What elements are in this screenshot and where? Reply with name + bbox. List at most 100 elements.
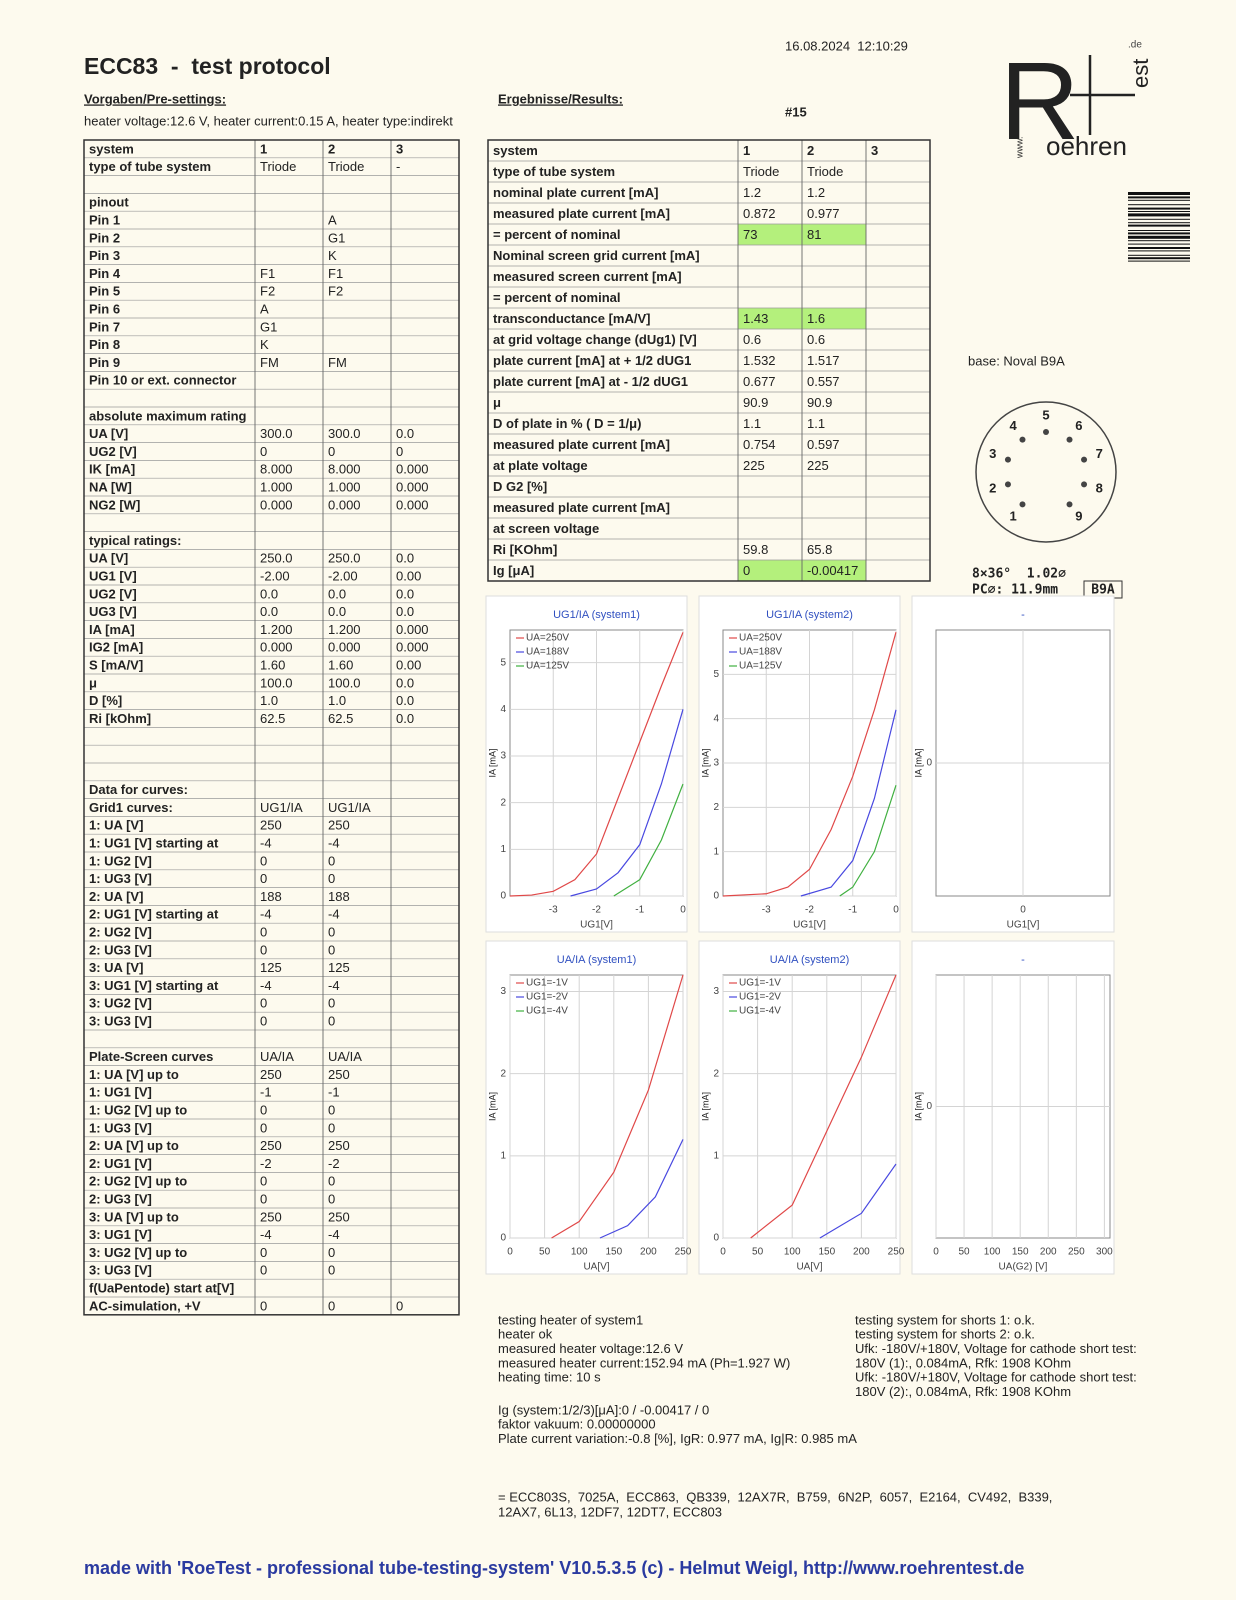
charts: UG1/IA (system1)UG1[V]IA [mA]-3 -2 -1 00123… [485, 595, 1115, 1275]
cell-value: 1.000 [328, 480, 361, 495]
pin-dot [1066, 436, 1073, 443]
cell-value: 0 [328, 996, 335, 1011]
cell-value: 0 [743, 563, 750, 578]
legend-label: UG1=-4V [739, 1006, 781, 1017]
cell-value: 90.9 [743, 395, 768, 410]
row-label: at grid voltage change (dUg1) [V] [493, 332, 697, 347]
legend-label: UA=125V [739, 661, 782, 672]
note-line: = ECC803S, 7025A, ECC863, QB339, 12AX7R,… [498, 1489, 1052, 1504]
cell-value: 0 [396, 1298, 403, 1313]
x-tick-label: 100 [571, 1247, 588, 1258]
row-label: 2: UG1 [V] starting at [89, 907, 219, 922]
cell-value: 250 [260, 1138, 282, 1153]
y-tick-label: 1 [500, 1150, 506, 1161]
cell-highlight [738, 308, 802, 329]
x-tick-label: 150 [605, 1247, 622, 1258]
cell-value: 0.000 [396, 622, 429, 637]
cell-value: -1 [328, 1085, 340, 1100]
chart-title: UG1/IA (system1) [553, 609, 640, 621]
row-label: absolute maximum rating [89, 408, 247, 423]
row-label: 1: UG1 [V] starting at [89, 836, 219, 851]
row-label: UA [V] [89, 551, 128, 566]
pin-dot [1004, 456, 1011, 463]
cell-value: A [260, 302, 269, 317]
row-label: IA [mA] [89, 622, 135, 637]
cell-value: 1.2 [807, 185, 825, 200]
cell-value: 250 [260, 1067, 282, 1082]
barcode-bar [1128, 254, 1190, 256]
curve [750, 974, 897, 1239]
results-table: system 1 2 3 type of tube system Triode Triode… [487, 139, 931, 582]
row-label: 3: UA [V] [89, 960, 143, 975]
pin-dot [1019, 436, 1026, 443]
cell-value: 1.200 [260, 622, 293, 637]
table-border [83, 139, 460, 1316]
cell-value: 0.0 [396, 426, 414, 441]
pin-number: 1 [1009, 509, 1016, 524]
x-tick-label: -1 [848, 905, 857, 916]
cell-value: -4 [260, 836, 272, 851]
cell-value: UA/IA [260, 1049, 294, 1064]
note-line: testing system for shorts 1: o.k. [855, 1312, 1035, 1327]
x-axis-label: UG1[V] [1007, 920, 1040, 931]
row-label: measured plate current [mA] [493, 500, 670, 515]
cell-value: 3 [871, 143, 878, 158]
row-label: D [%] [89, 693, 122, 708]
chart: UA/IA (system2) UA[V] IA [mA] 0 50 100 150 200 2… [698, 940, 905, 1275]
cell-value: 0 [328, 1120, 335, 1135]
legend-label: UA=250V [526, 633, 569, 644]
x-tick-label: -3 [549, 905, 558, 916]
y-tick-label: 0 [500, 1233, 506, 1244]
cell-value: UA/IA [328, 1049, 362, 1064]
row-label: system [493, 143, 538, 158]
cell-value: 188 [260, 889, 282, 904]
x-tick-label: -1 [635, 905, 644, 916]
row-label: Pin 3 [89, 248, 120, 263]
barcode-bar [1128, 230, 1190, 231]
curve [551, 974, 684, 1239]
row-label: UG2 [V] [89, 444, 137, 459]
row-label: 2: UG3 [V] [89, 942, 152, 957]
cell-value: 125 [260, 960, 282, 975]
chart: -UG1[V]IA [mA]00 [911, 595, 1115, 933]
cell-value: 0 [260, 925, 267, 940]
legend-label: UG1=-4V [526, 1006, 568, 1017]
cell-value: UG1/IA [328, 800, 371, 815]
pre-settings-table: system 1 2 3 type of tube system Triode Triode… [83, 139, 460, 1316]
cell-value: 0 [260, 1263, 267, 1278]
cell-value: 1 [743, 143, 750, 158]
pin-number: 2 [989, 481, 996, 496]
cell-value: 0 [328, 1263, 335, 1278]
x-axis-label: UA[V] [796, 1262, 822, 1273]
x-tick-label: 0 [1020, 905, 1026, 916]
cell-value: G1 [328, 230, 345, 245]
pin-dot [1004, 481, 1011, 488]
pin-number: 6 [1075, 418, 1082, 433]
x-tick-label: 250 [675, 1247, 692, 1258]
y-tick-label: 2 [500, 1068, 506, 1079]
cell-value: 0 [260, 1014, 267, 1029]
y-tick-label: 0 [713, 1233, 719, 1244]
cell-value: 62.5 [328, 711, 353, 726]
cell-value: G1 [260, 319, 277, 334]
x-axis-label: UA(G2) [V] [999, 1262, 1048, 1273]
curve [613, 783, 684, 897]
cell-value: 0 [328, 1103, 335, 1118]
cell-value: -2.00 [328, 569, 358, 584]
x-axis-label: UA[V] [583, 1262, 609, 1273]
row-label: 2: UG2 [V] up to [89, 1174, 187, 1189]
curve [722, 632, 897, 897]
note-line: Plate current variation:-0.8 [%], IgR: 0… [498, 1431, 857, 1446]
cell-value: 0.000 [396, 480, 429, 495]
row-label: UG2 [V] [89, 586, 137, 601]
pin-dot [1043, 429, 1049, 435]
note-line: heater ok [498, 1327, 553, 1342]
cell-value: 0.557 [807, 374, 840, 389]
y-tick-label: 5 [713, 669, 719, 680]
y-tick-label: 4 [713, 713, 719, 724]
cell-value: K [328, 248, 337, 263]
row-label: 3: UA [V] up to [89, 1209, 179, 1224]
timestamp: 16.08.2024 12:10:29 [785, 38, 908, 53]
row-label: Pin 2 [89, 230, 120, 245]
row-label: = percent of nominal [493, 227, 621, 242]
